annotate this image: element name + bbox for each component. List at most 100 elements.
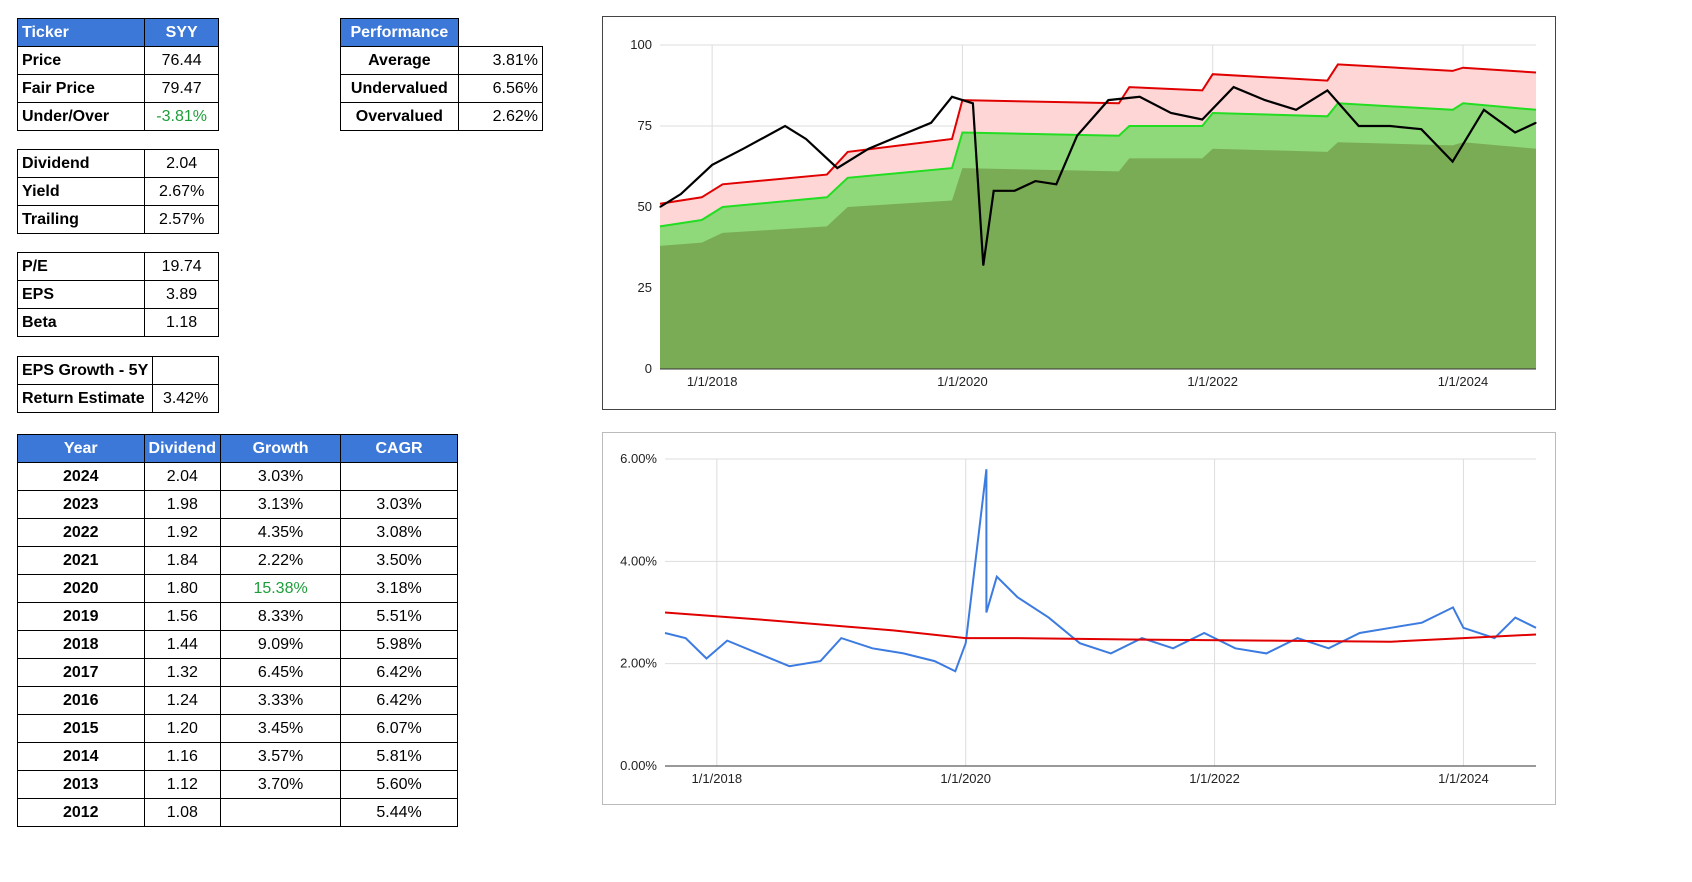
dividend-cell: 1.44 — [143, 630, 222, 659]
return-estimate-label: Return Estimate — [16, 384, 154, 413]
price-point — [1055, 183, 1057, 185]
fair-price-value: 79.47 — [144, 74, 219, 103]
price-point — [1264, 99, 1266, 101]
average-yield-line — [664, 611, 1537, 643]
growth-cell: 6.45% — [220, 658, 342, 687]
price-point — [1420, 128, 1422, 130]
table-row: 2022 1.92 4.35% 3.08% — [17, 518, 458, 547]
price-point — [836, 167, 838, 169]
table-row: 2021 1.84 2.22% 3.50% — [17, 546, 458, 575]
price-point — [1295, 109, 1297, 111]
fair-value-line — [659, 102, 1537, 228]
cagr-cell: 5.81% — [340, 742, 458, 771]
history-header-cagr: CAGR — [340, 434, 458, 463]
table-row: 2015 1.20 3.45% 6.07% — [17, 714, 458, 743]
price-point — [1201, 118, 1203, 121]
cagr-cell: 6.42% — [340, 658, 458, 687]
yield-line — [664, 469, 1537, 673]
year-cell: 2018 — [17, 630, 145, 659]
cagr-cell: 5.98% — [340, 630, 458, 659]
price-point — [1013, 190, 1016, 192]
price-point — [1076, 135, 1078, 137]
history-header-year: Year — [17, 434, 145, 463]
table-row: 2014 1.16 3.57% 5.81% — [17, 742, 458, 771]
y-tick-label: 2.00% — [620, 656, 657, 671]
dividend-cell: 1.84 — [143, 546, 222, 575]
dividend-yield-chart-svg: 0.00% 2.00% 4.00% 6.00% 1/1/2018 1/1/2020 1/1/… — [620, 451, 1537, 786]
cagr-cell: 6.42% — [340, 686, 458, 715]
year-cell: 2024 — [17, 462, 145, 491]
y-tick-label: 50 — [638, 199, 652, 214]
cagr-cell: 5.51% — [340, 602, 458, 631]
under-over-label: Under/Over — [16, 102, 146, 131]
ticker-header-label: Ticker — [16, 18, 146, 47]
price-point — [659, 206, 661, 208]
year-cell: 2017 — [17, 658, 145, 687]
year-cell: 2022 — [17, 518, 145, 547]
y-tick-label: 6.00% — [620, 451, 657, 466]
growth-cell: 15.38% — [220, 574, 342, 603]
table-row: 2019 1.56 8.33% 5.51% — [17, 602, 458, 631]
price-point — [1483, 109, 1485, 111]
price-point — [1535, 122, 1537, 124]
eps-label: EPS — [16, 280, 146, 309]
year-cell: 2014 — [17, 742, 145, 771]
price-point — [930, 122, 932, 124]
price-point — [1232, 86, 1235, 88]
performance-table: Performance Average 3.81% Undervalued 6.… — [340, 18, 544, 131]
yield-label: Yield — [16, 177, 146, 206]
price-point — [805, 138, 807, 140]
growth-cell: 2.22% — [220, 546, 342, 575]
cagr-cell: 3.50% — [340, 546, 458, 575]
cagr-cell: 5.44% — [340, 798, 458, 827]
table-row: 2016 1.24 3.33% 6.42% — [17, 686, 458, 715]
performance-header: Performance — [340, 18, 459, 47]
year-cell: 2016 — [17, 686, 145, 715]
price-point — [1107, 99, 1110, 101]
cagr-cell: 5.60% — [340, 770, 458, 799]
price-valuation-chart: 0 25 50 75 100 1/1/2018 1/1/2020 1/1/2022 1/1/20… — [602, 16, 1556, 410]
dividend-cell: 1.80 — [143, 574, 222, 603]
dividend-cell: 1.56 — [143, 602, 222, 631]
price-point — [993, 190, 995, 192]
price-point — [711, 164, 713, 166]
dividend-cell: 2.04 — [143, 462, 222, 491]
dividend-value: 2.04 — [144, 149, 219, 178]
overvalued-value: 2.62% — [457, 102, 544, 131]
price-point — [1139, 96, 1141, 98]
price-point — [982, 264, 984, 266]
under-over-value: -3.81% — [144, 102, 219, 131]
x-tick-label: 1/1/2020 — [937, 374, 988, 389]
price-valuation-chart-svg: 0 25 50 75 100 1/1/2018 1/1/2020 1/1/2022 1/1/20… — [630, 37, 1537, 389]
table-row: 2017 1.32 6.45% 6.42% — [17, 658, 458, 687]
price-value: 76.44 — [144, 46, 219, 75]
pe-value: 19.74 — [144, 252, 219, 281]
cagr-cell: 3.03% — [340, 490, 458, 519]
eps-growth-value — [152, 356, 219, 385]
growth-cell: 8.33% — [220, 602, 342, 631]
dividend-cell: 1.12 — [143, 770, 222, 799]
table-row: 2013 1.12 3.70% 5.60% — [17, 770, 458, 799]
history-header-growth: Growth — [220, 434, 342, 463]
growth-cell: 3.03% — [220, 462, 342, 491]
y-tick-label: 25 — [638, 280, 652, 295]
x-tick-label: 1/1/2024 — [1438, 374, 1489, 389]
dividend-yield-chart: 0.00% 2.00% 4.00% 6.00% 1/1/2018 1/1/2020 1/1/… — [602, 432, 1556, 805]
x-tick-label: 1/1/2024 — [1438, 771, 1489, 786]
dividend-cell: 1.24 — [143, 686, 222, 715]
price-point — [1358, 125, 1360, 127]
history-header-dividend: Dividend — [143, 434, 222, 463]
dividend-cell: 1.92 — [143, 518, 222, 547]
year-cell: 2020 — [17, 574, 145, 603]
price-point — [784, 125, 786, 127]
price-point — [1451, 161, 1454, 163]
average-value: 3.81% — [457, 46, 544, 75]
price-label: Price — [16, 46, 146, 75]
trailing-value: 2.57% — [144, 205, 219, 234]
dividend-cell: 1.20 — [143, 714, 222, 743]
price-point — [1034, 180, 1037, 182]
price-point — [1389, 125, 1391, 127]
price-point — [951, 96, 953, 98]
undervalued-value: 6.56% — [457, 74, 544, 103]
average-label: Average — [340, 46, 459, 75]
